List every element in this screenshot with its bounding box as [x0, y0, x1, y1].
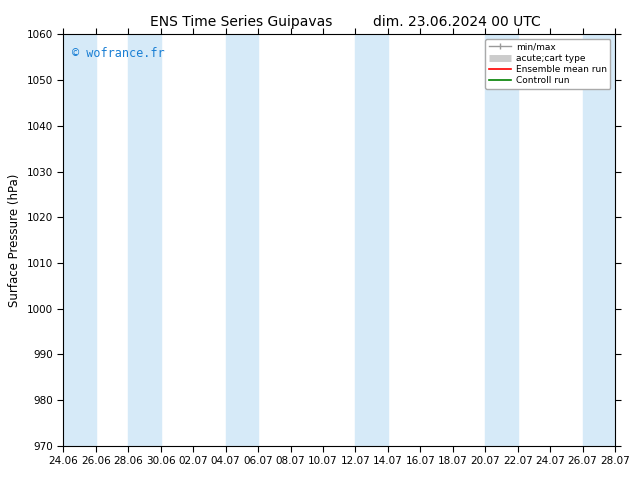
Text: ENS Time Series Guipavas: ENS Time Series Guipavas: [150, 15, 332, 29]
Bar: [583, 34, 615, 446]
Text: © wofrance.fr: © wofrance.fr: [72, 47, 164, 60]
Text: dim. 23.06.2024 00 UTC: dim. 23.06.2024 00 UTC: [373, 15, 540, 29]
Bar: [485, 34, 517, 446]
Bar: [356, 34, 388, 446]
Bar: [63, 34, 96, 446]
Bar: [226, 34, 258, 446]
Legend: min/max, acute;cart type, Ensemble mean run, Controll run: min/max, acute;cart type, Ensemble mean …: [485, 39, 611, 89]
Y-axis label: Surface Pressure (hPa): Surface Pressure (hPa): [8, 173, 21, 307]
Bar: [128, 34, 161, 446]
